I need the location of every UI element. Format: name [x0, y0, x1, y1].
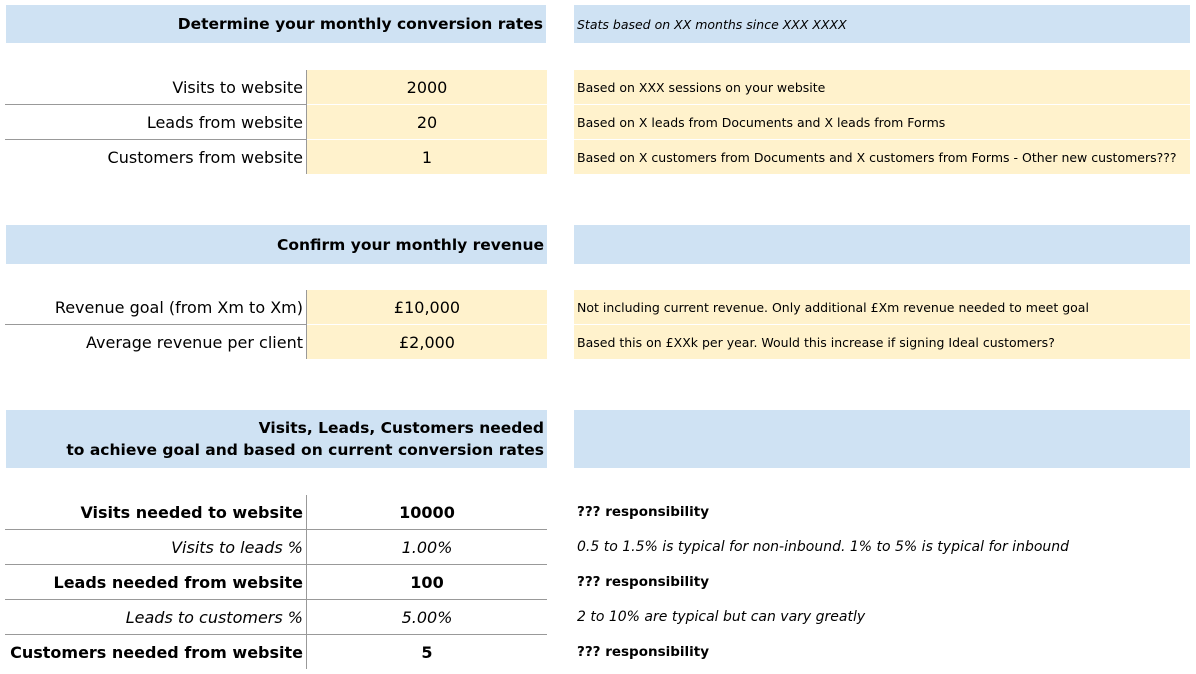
row-note: ??? responsibility — [577, 644, 710, 660]
row-note: ??? responsibility — [577, 504, 710, 520]
section-note — [574, 225, 1190, 264]
row-label: Leads needed from website — [5, 565, 307, 600]
row-divider — [5, 564, 547, 565]
row-label: Visits to website — [5, 70, 307, 105]
row-label: Visits to leads % — [5, 530, 307, 565]
section-note — [574, 410, 1190, 468]
row-note: Based on XXX sessions on your website — [574, 70, 1190, 104]
row-value: 5.00% — [401, 607, 453, 627]
row-value: £10,000 — [307, 290, 547, 324]
row-value: 10000 — [399, 502, 455, 522]
section-note: Stats based on XX months since XXX XXXX — [574, 5, 1190, 43]
row-value: 2000 — [307, 70, 547, 104]
row-label: Leads to customers % — [5, 600, 307, 635]
row-note: Based on X leads from Documents and X le… — [574, 105, 1190, 139]
row-label: Revenue goal (from Xm to Xm) — [5, 290, 307, 325]
row-note: Based on X customers from Documents and … — [574, 140, 1190, 174]
row-note: Not including current revenue. Only addi… — [574, 290, 1190, 324]
row-note: ??? responsibility — [577, 574, 710, 590]
row-value: 1.00% — [401, 537, 453, 557]
section-title: Visits, Leads, Customers needed to achie… — [6, 410, 547, 468]
section-title: Determine your monthly conversion rates — [6, 5, 546, 43]
row-note: 0.5 to 1.5% is typical for non-inbound. … — [577, 539, 1070, 555]
row-note: 2 to 10% are typical but can vary greatl… — [577, 609, 866, 625]
row-divider — [5, 529, 547, 530]
row-label: Customers from website — [5, 140, 307, 174]
row-divider — [5, 634, 547, 635]
row-note: Based this on £XXk per year. Would this … — [574, 325, 1190, 359]
row-label: Leads from website — [5, 105, 307, 140]
row-value: 1 — [307, 140, 547, 174]
row-value: 100 — [410, 572, 444, 592]
row-value: £2,000 — [307, 325, 547, 359]
row-label: Visits needed to website — [5, 495, 307, 530]
row-label: Customers needed from website — [5, 635, 307, 669]
row-label: Average revenue per client — [5, 325, 307, 359]
section-title: Confirm your monthly revenue — [6, 225, 547, 264]
row-value: 5 — [421, 642, 433, 662]
row-divider — [5, 599, 547, 600]
row-value: 20 — [307, 105, 547, 139]
